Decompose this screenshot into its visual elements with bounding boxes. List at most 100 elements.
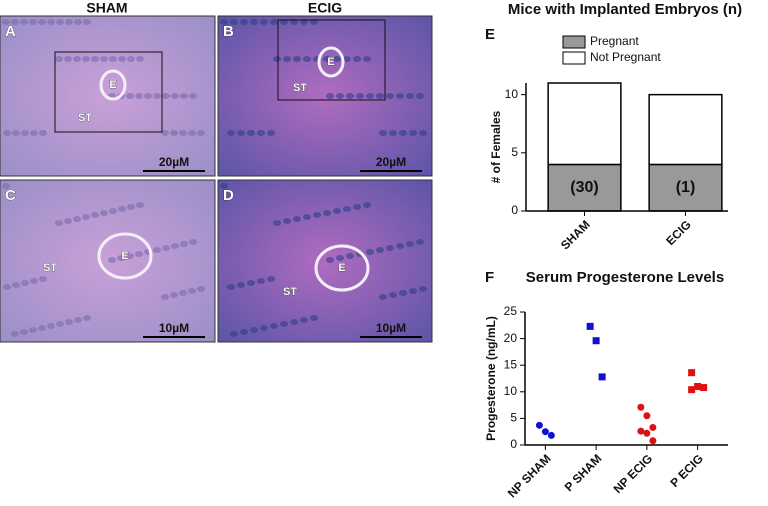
nucleus bbox=[303, 56, 311, 62]
data-point bbox=[688, 369, 696, 377]
nucleus bbox=[260, 19, 268, 25]
nucleus bbox=[323, 56, 331, 62]
nucleus bbox=[227, 284, 235, 290]
y-axis-label: # of Females bbox=[489, 110, 503, 183]
nucleus bbox=[2, 183, 10, 189]
data-point bbox=[694, 382, 702, 390]
bar-annotation: (30) bbox=[570, 179, 598, 196]
nucleus bbox=[100, 56, 108, 62]
nucleus bbox=[416, 239, 424, 245]
nucleus bbox=[170, 130, 178, 136]
nucleus bbox=[366, 249, 374, 255]
nucleus bbox=[310, 315, 318, 321]
data-point bbox=[586, 322, 594, 330]
nucleus bbox=[65, 19, 73, 25]
nucleus bbox=[161, 130, 169, 136]
nucleus bbox=[38, 19, 46, 25]
nucleus bbox=[386, 245, 394, 251]
y-tick-label: 25 bbox=[504, 304, 518, 318]
embryo-ring bbox=[99, 69, 127, 101]
nucleus bbox=[386, 93, 394, 99]
nucleus bbox=[153, 93, 161, 99]
nucleus bbox=[346, 253, 354, 259]
nucleus bbox=[230, 331, 238, 337]
nucleus bbox=[73, 56, 81, 62]
nucleus bbox=[353, 204, 361, 210]
nucleus bbox=[260, 325, 268, 331]
nucleus bbox=[356, 93, 364, 99]
nucleus bbox=[56, 321, 64, 327]
nucleus bbox=[74, 317, 82, 323]
y-tick-label: 15 bbox=[504, 357, 518, 371]
legend-label: Pregnant bbox=[590, 34, 639, 48]
data-point bbox=[649, 423, 657, 431]
data-point bbox=[688, 386, 696, 394]
data-point bbox=[541, 428, 549, 436]
nucleus bbox=[237, 130, 245, 136]
nucleus bbox=[171, 243, 179, 249]
nucleus bbox=[179, 130, 187, 136]
tissue-label: E bbox=[327, 56, 334, 68]
data-point bbox=[637, 427, 645, 435]
nucleus bbox=[118, 56, 126, 62]
nucleus bbox=[171, 93, 179, 99]
nucleus bbox=[197, 130, 205, 136]
nucleus bbox=[91, 56, 99, 62]
bar-segment bbox=[547, 82, 622, 166]
nucleus bbox=[270, 19, 278, 25]
nucleus bbox=[3, 284, 11, 290]
nucleus bbox=[2, 19, 10, 25]
embryo-ring bbox=[317, 46, 345, 78]
nucleus bbox=[144, 93, 152, 99]
nucleus bbox=[189, 239, 197, 245]
nucleus bbox=[135, 251, 143, 257]
nucleus bbox=[39, 130, 47, 136]
embryo-ring bbox=[314, 244, 370, 292]
nucleus bbox=[12, 130, 20, 136]
nucleus bbox=[12, 282, 20, 288]
panel-letter: A bbox=[5, 23, 16, 40]
bar-segment bbox=[648, 93, 723, 166]
nucleus bbox=[406, 241, 414, 247]
panel-letter: D bbox=[223, 187, 234, 204]
nucleus bbox=[399, 290, 407, 296]
inset-box bbox=[277, 19, 386, 101]
nucleus bbox=[220, 183, 228, 189]
data-point bbox=[643, 429, 651, 437]
nucleus bbox=[109, 208, 117, 214]
nucleus bbox=[230, 19, 238, 25]
x-tick-label: P ECIG bbox=[667, 451, 706, 490]
nucleus bbox=[83, 315, 91, 321]
nucleus bbox=[126, 253, 134, 259]
nucleus bbox=[188, 288, 196, 294]
nucleus bbox=[91, 212, 99, 218]
nucleus bbox=[419, 286, 427, 292]
column-title: SHAM bbox=[86, 0, 127, 16]
micrograph bbox=[217, 179, 433, 343]
column-title: ECIG bbox=[308, 0, 342, 16]
nucleus bbox=[83, 19, 91, 25]
nucleus bbox=[247, 130, 255, 136]
nucleus bbox=[240, 19, 248, 25]
scale-label: 10µM bbox=[376, 321, 406, 335]
nucleus bbox=[379, 294, 387, 300]
legend-swatch bbox=[562, 51, 586, 65]
nucleus bbox=[82, 214, 90, 220]
panel-letter: F bbox=[485, 269, 494, 286]
nucleus bbox=[250, 327, 258, 333]
nucleus bbox=[100, 210, 108, 216]
x-tick-label: SHAM bbox=[558, 217, 593, 252]
scale-label: 20µM bbox=[159, 155, 189, 169]
nucleus bbox=[283, 56, 291, 62]
x-tick-label: NP ECIG bbox=[611, 451, 656, 496]
nucleus bbox=[11, 331, 19, 337]
nucleus bbox=[20, 329, 28, 335]
nucleus bbox=[153, 247, 161, 253]
tissue-label: ST bbox=[293, 82, 307, 94]
data-point bbox=[598, 373, 606, 381]
tissue-label: ST bbox=[43, 262, 57, 274]
nucleus bbox=[333, 208, 341, 214]
nucleus bbox=[65, 319, 73, 325]
nucleus bbox=[180, 241, 188, 247]
